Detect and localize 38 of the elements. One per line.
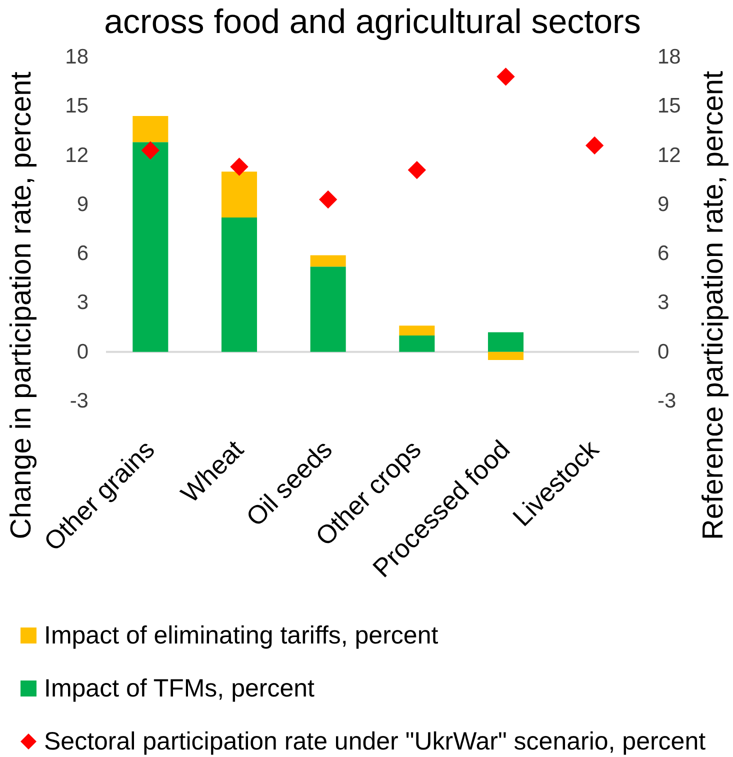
- y2-tick-label: 15: [658, 94, 681, 118]
- bar: [310, 255, 346, 267]
- y2-tick-label: 12: [658, 144, 681, 167]
- y-tick-label: -3: [70, 390, 88, 412]
- y2-tick-label: 6: [658, 242, 670, 266]
- y2-tick-label: 9: [658, 192, 670, 216]
- legend-label: Impact of eliminating tariffs, percent: [44, 622, 438, 650]
- bar: [488, 332, 524, 352]
- bar: [221, 172, 258, 218]
- y-tick-label: 12: [65, 144, 88, 167]
- bar: [132, 116, 168, 142]
- bar: [221, 218, 258, 352]
- y-tick-label: 18: [65, 46, 88, 68]
- chart-title: across food and agricultural sectors: [104, 3, 641, 41]
- bar: [488, 352, 524, 360]
- point: [496, 68, 515, 86]
- bar: [399, 335, 435, 352]
- y2-tick-label: -3: [658, 390, 676, 412]
- y-tick-label: 3: [76, 291, 88, 314]
- point: [586, 136, 604, 155]
- y-tick-label: 6: [76, 242, 88, 266]
- y2-axis-title: Reference participation rate, percent: [698, 70, 730, 540]
- y2-tick-label: 18: [658, 46, 681, 68]
- y-axis-title: Change in participation rate, percent: [6, 72, 38, 540]
- point: [319, 190, 338, 209]
- y-tick-label: 0: [76, 340, 88, 364]
- point: [141, 141, 160, 160]
- y2-tick-label: 3: [658, 291, 670, 314]
- point: [230, 158, 248, 176]
- y-tick-label: 9: [76, 192, 88, 216]
- y-tick-label: 15: [65, 94, 88, 118]
- point: [408, 160, 426, 180]
- y2-tick-label: 0: [658, 340, 670, 364]
- bar: [132, 142, 168, 352]
- legend-label: Sectoral participation rate under "UkrWar" scenario, percent: [44, 728, 706, 756]
- legend-label: Impact of TFMs, percent: [44, 674, 315, 702]
- bar: [310, 266, 346, 352]
- bar: [399, 326, 435, 336]
